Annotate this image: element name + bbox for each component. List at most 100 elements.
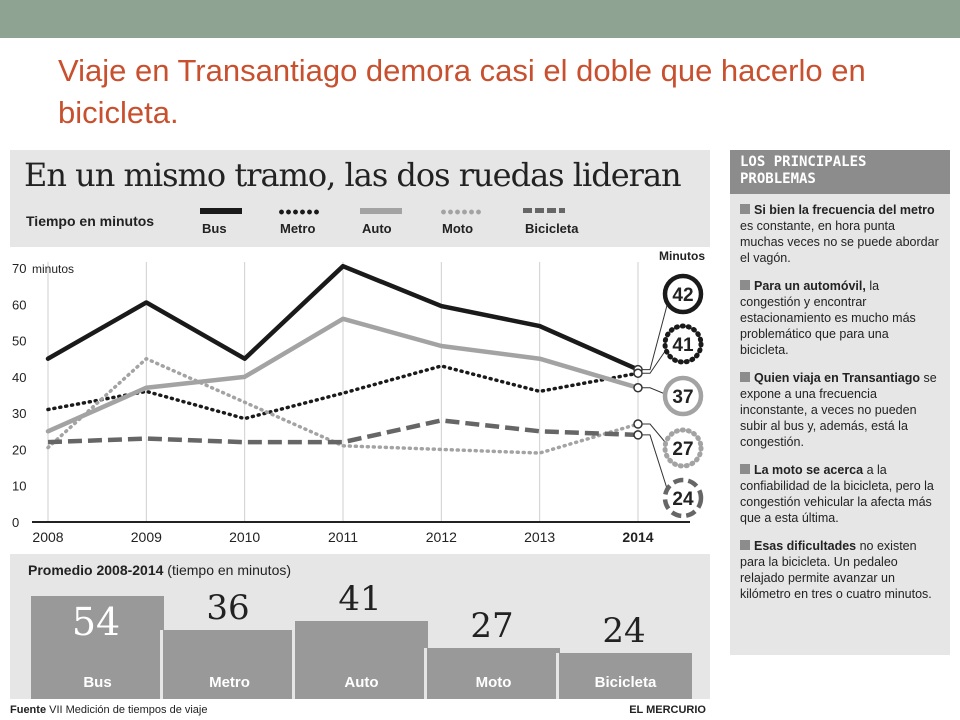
bar-value: 54 [71,600,121,644]
problem-lead: Si bien la frecuencia del metro [754,203,935,217]
bullet-square-icon [740,204,750,214]
chart-header: En un mismo tramo, las dos ruedas lidera… [10,150,710,247]
x-tick-label: 2008 [32,529,63,545]
x-tick-label: 2009 [131,529,162,545]
problem-text: a la confiabilidad de la bicicleta, pero… [740,463,934,525]
bar-label: Bicicleta [594,673,657,691]
y-tick-label: 50 [12,334,26,349]
problem-lead: La moto se acerca [754,463,864,477]
end-label: Minutos [659,250,705,263]
y-tick-label: 30 [12,406,26,421]
series-line-moto [46,356,640,455]
y-tick-label: 20 [12,442,26,457]
x-tick-label: 2011 [328,529,358,545]
legend-label: Metro [280,221,316,236]
legend-item-bus: Bus [200,208,290,238]
end-value: 24 [672,489,694,510]
source-text: VII Medición de tiempos de viaje [49,704,208,716]
problem-text: se expone a una frecuencia inconstante, … [740,371,937,449]
bar-bus: Bus [28,596,164,699]
x-tick-label: 2012 [426,529,457,545]
bar-moto: Moto [424,647,560,699]
end-point [633,382,643,393]
end-badge [662,477,704,519]
y-tick-label: 70 [12,261,26,276]
end-value: 27 [672,439,693,460]
end-point [633,368,643,378]
end-badge [662,375,704,417]
problem-item: La moto se acerca a la confiabilidad de … [740,462,940,526]
end-badge [662,427,704,469]
bar-value: 41 [338,578,382,619]
y-tick-label: 60 [12,297,26,312]
end-point [633,430,643,440]
bar-auto: Auto [292,620,428,699]
top-bar [0,0,960,38]
average-title: Promedio 2008-2014 (tiempo en minutos) [28,562,291,578]
bar-metro: Metro [160,630,296,699]
legend-caption: Tiempo en minutos [26,213,155,229]
source-label: Fuente [10,704,47,716]
average-title-sub: (tiempo en minutos) [167,562,292,578]
problem-text: no existen para la bicicleta. Un pedaleo… [740,539,932,601]
legend-item-metro: Metro [278,208,368,238]
bar-label: Bus [83,674,112,691]
y-tick-label: 40 [12,370,26,385]
chart-heading: En un mismo tramo, las dos ruedas lidera… [24,156,682,194]
legend-item-auto: Auto [360,208,450,238]
legend-item-bicicleta: Bicicleta [523,208,613,238]
problem-item: Si bien la frecuencia del metro es const… [740,202,940,266]
bar-value: 27 [470,605,514,646]
problem-item: Para un automóvil, la congestión y encon… [740,278,940,358]
average-panel: Promedio 2008-2014 (tiempo en minutos) B… [10,554,710,699]
end-value: 42 [672,285,693,306]
legend-label: Auto [362,221,392,236]
end-badge [662,323,704,365]
publisher: EL MERCURIO [629,704,706,716]
bullet-square-icon [740,464,750,474]
problems-sidebar: LOS PRINCIPALES PROBLEMAS Si bien la fre… [730,150,950,655]
source-line: Fuente VII Medición de tiempos de viaje … [10,704,710,716]
problem-item: Esas dificultades no existen para la bic… [740,538,940,602]
problem-text: la congestión y encontrar estacionamient… [740,279,916,357]
bar-label: Moto [475,674,512,691]
legend-label: Bicicleta [525,221,579,236]
sidebar-list: Si bien la frecuencia del metro es const… [730,194,950,602]
x-tick-label: 2014 [622,529,653,545]
x-tick-label: 2013 [524,529,555,545]
legend-swatch [278,208,320,216]
legend-swatch [523,208,565,213]
problem-item: Quien viaja en Transantiago se expone a … [740,370,940,450]
bullet-square-icon [740,280,750,290]
line-chart: 0 10 20 30 40 50 60 70 minutos 2008 2009 2010 2011 20… [12,250,705,545]
y-tick-label: 10 [12,479,26,494]
end-point [633,419,643,429]
problem-lead: Esas dificultades [754,539,857,553]
y-tick-label: 0 [12,515,19,530]
legend-label: Bus [202,221,227,236]
y-unit-label: minutos [32,262,74,276]
end-value: 37 [672,387,693,408]
bar-label: Metro [209,673,250,691]
legend-label: Moto [442,221,474,236]
bullet-square-icon [740,372,750,382]
legend-swatch [360,208,402,214]
legend-swatch [200,208,242,214]
bar-value: 36 [206,588,250,629]
end-value: 41 [672,335,694,356]
end-badge [662,273,704,315]
series-line-bus [45,263,641,372]
average-title-main: Promedio 2008-2014 [28,562,164,578]
sidebar-heading: LOS PRINCIPALES PROBLEMAS [730,150,950,194]
x-tick-label: 2010 [229,529,260,545]
series-line-auto [45,316,641,434]
bullet-square-icon [740,540,750,550]
infographic: En un mismo tramo, las dos ruedas lidera… [10,150,710,720]
slide-title: Viaje en Transantiago demora casi el dob… [58,53,866,130]
legend-item-moto: Moto [440,208,530,238]
problem-text: es constante, en hora punta muchas veces… [740,219,939,265]
bar-label: Auto [344,673,379,691]
legend-swatch [440,208,482,216]
problem-lead: Para un automóvil, [754,279,866,293]
connector [638,293,671,371]
